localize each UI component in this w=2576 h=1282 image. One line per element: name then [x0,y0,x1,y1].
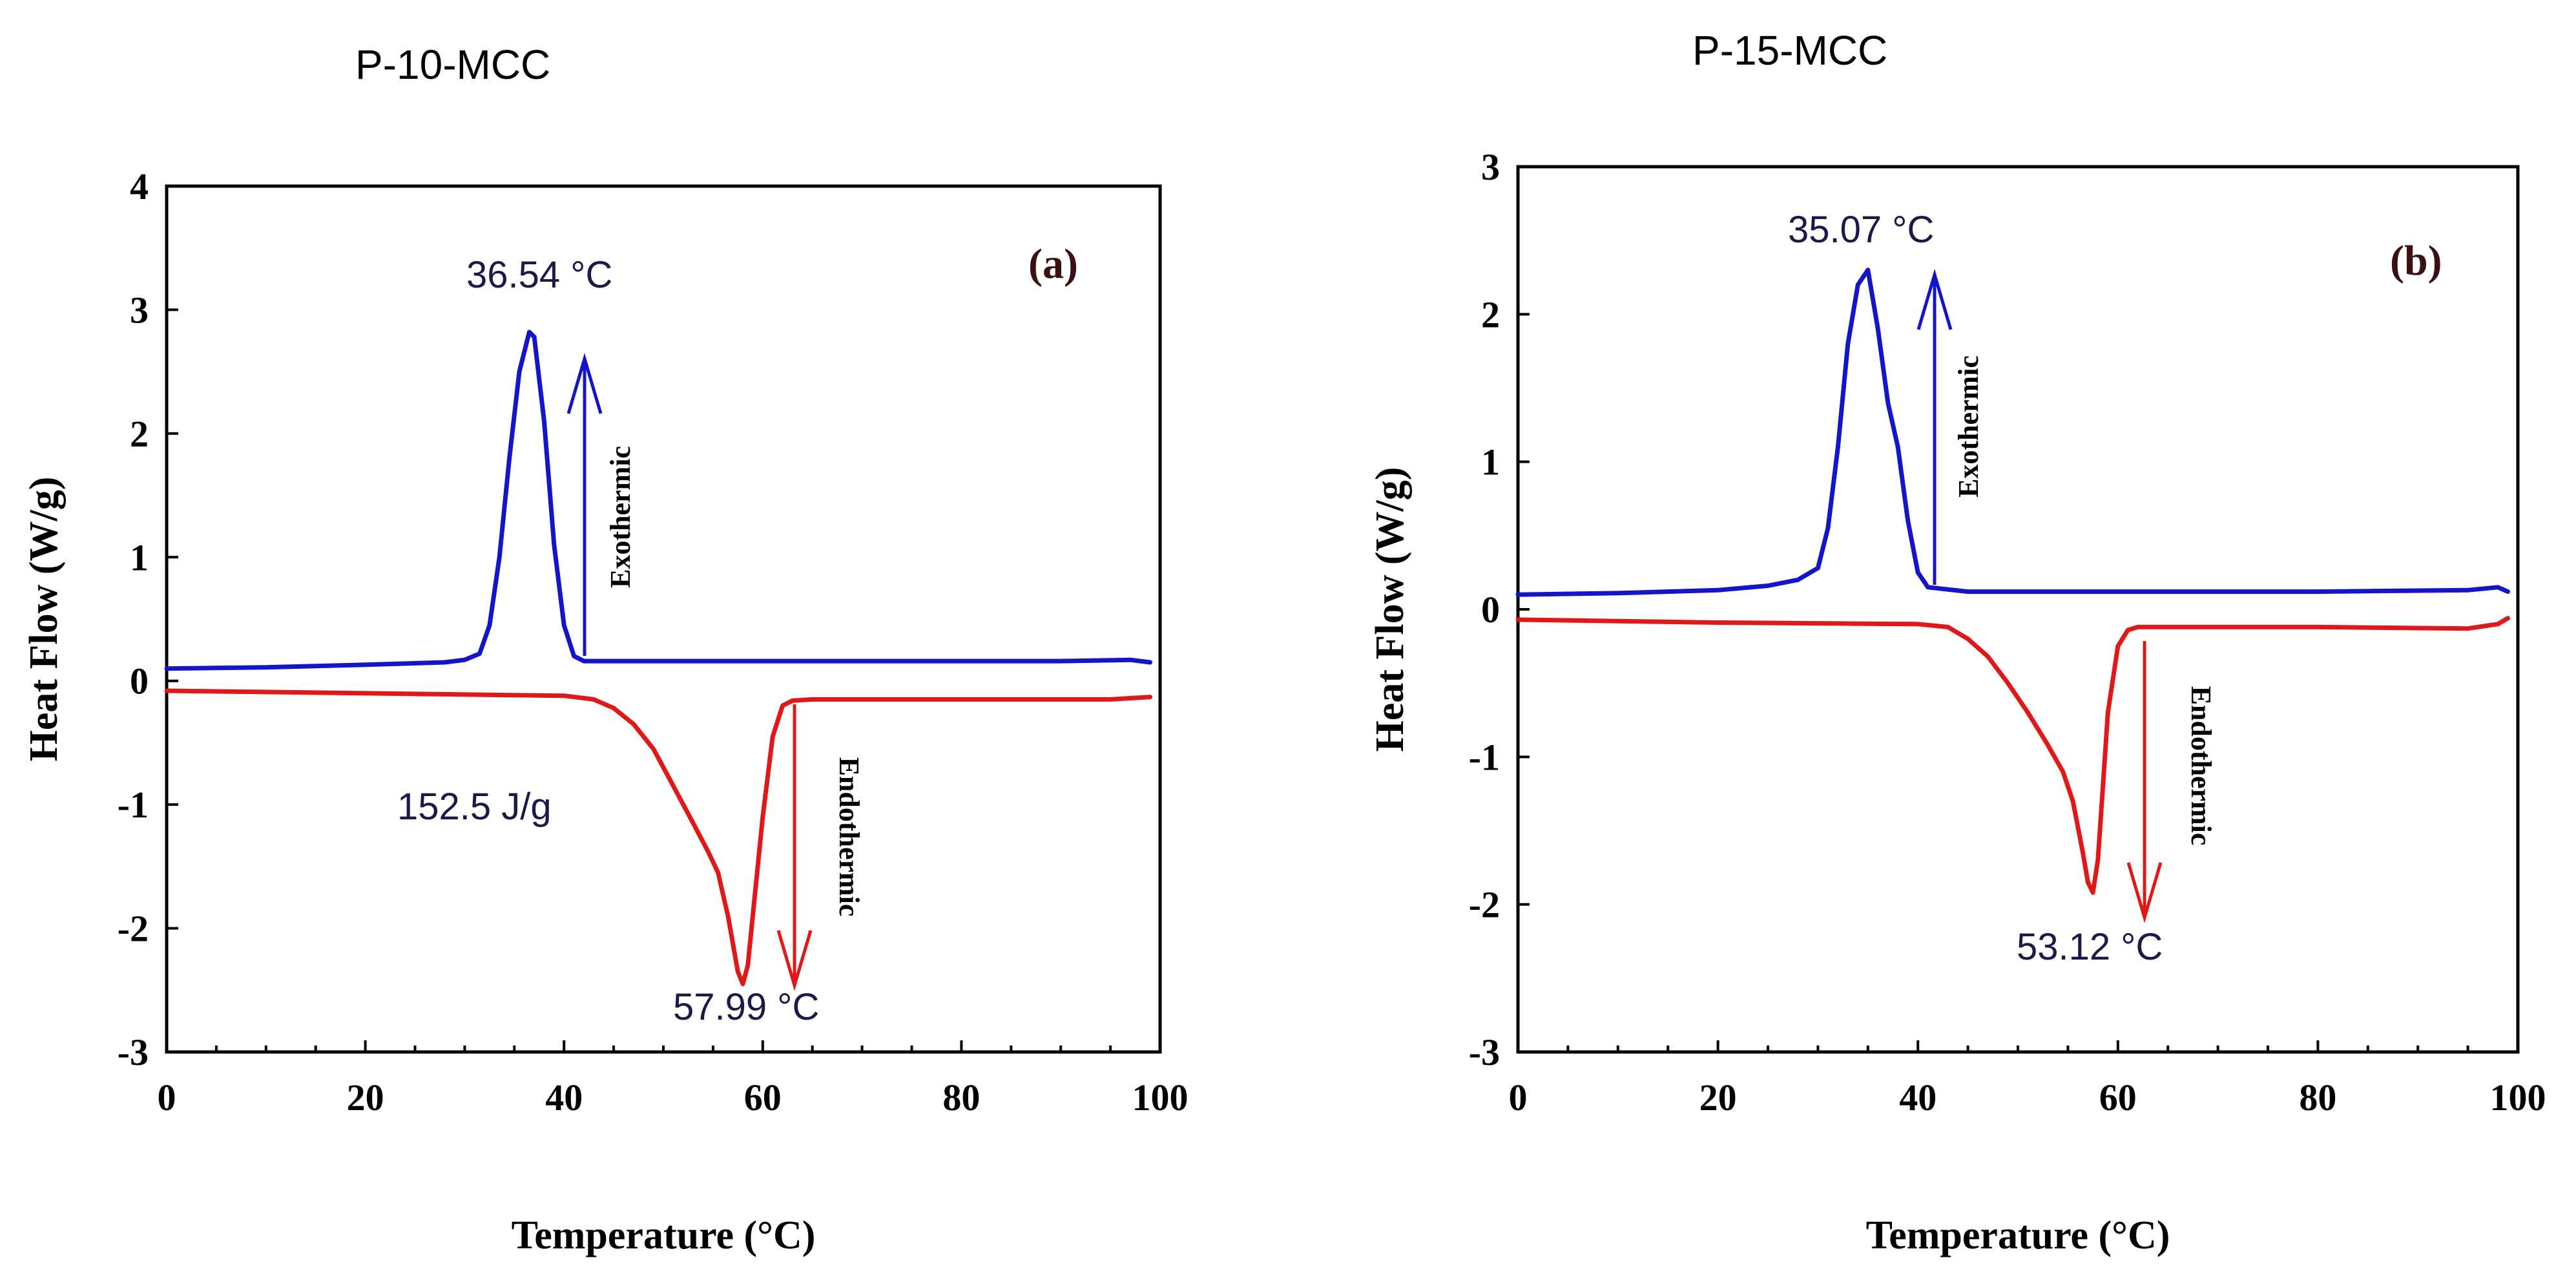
y-tick-label: -1 [1469,736,1500,778]
y-tick-label: -3 [118,1031,149,1073]
panel-b-exothermic-label: Exothermic [1953,355,1984,498]
x-tick-label: 100 [1132,1077,1189,1119]
panel-b-exothermic-arrow [1916,269,1953,585]
panel-a-x-axis-title: Temperature (°C) [512,1214,816,1257]
x-tick-label: 60 [2099,1077,2137,1119]
panel-a-chart: P-10-MCC -3 -2 -1 0 1 2 3 4 0 20 40 60 80 100 Temper… [22,41,1189,1257]
panel-a-endothermic-arrow [776,704,813,991]
panel-a-y-ticks: -3 -2 -1 0 1 2 3 4 [118,165,178,1073]
x-tick-label: 0 [158,1077,176,1119]
panel-a-exothermic-arrow [566,353,603,656]
panel-b-x-ticks: 0 20 40 60 80 100 [1509,1040,2546,1119]
panel-a-exo-peak-label: 36.54 °C [466,254,612,296]
y-tick-label: 3 [1481,146,1500,188]
y-tick-label: 2 [130,413,149,455]
panel-a-letter: (a) [1028,240,1078,288]
panel-b-endothermic-arrow [2126,641,2163,923]
x-tick-label: 80 [2299,1077,2336,1119]
panel-b-x-axis-title: Temperature (°C) [1866,1214,2170,1257]
panel-a-exothermic-curve [164,330,1153,671]
y-tick-label: 0 [1481,589,1500,631]
panel-a-endothermic-curve [164,688,1153,987]
panel-b-letter: (b) [2390,237,2442,284]
x-tick-label: 100 [2490,1077,2546,1119]
y-tick-label: 2 [1481,293,1500,335]
x-tick-label: 0 [1509,1077,1528,1119]
panel-b-plot-frame [1516,165,2520,1054]
y-tick-label: -1 [118,784,149,826]
y-tick-label: 4 [130,165,149,207]
panel-a-plot-frame [165,184,1162,1054]
panel-b-y-ticks: -3 -2 -1 0 1 2 3 [1469,146,1530,1073]
panel-b-title: P-15-MCC [1692,27,1887,74]
y-tick-label: 0 [130,660,149,702]
panel-b-y-axis-title: Heat Flow (W/g) [1368,467,1412,752]
panel-b-endothermic-curve [1515,616,2510,895]
panel-b-exo-peak-label: 35.07 °C [1788,209,1934,251]
panel-a-endo-peak-label: 57.99 °C [673,986,819,1028]
y-tick-label: 1 [1481,441,1500,483]
panel-a-y-axis-title: Heat Flow (W/g) [22,477,66,762]
panel-b-chart: P-15-MCC -3 -2 -1 0 1 2 3 0 20 40 60 80 100 Tempera… [1368,27,2546,1257]
panel-a-title: P-10-MCC [355,41,550,88]
panel-b-endothermic-label: Endothermic [2185,686,2217,846]
x-tick-label: 60 [744,1077,782,1119]
y-tick-label: -2 [1469,884,1500,926]
panel-a-enthalpy-label: 152.5 J/g [397,786,552,828]
panel-a-x-ticks: 0 20 40 60 80 100 [158,1040,1189,1119]
x-tick-label: 40 [545,1077,583,1119]
x-tick-label: 20 [347,1077,384,1119]
panel-b-exothermic-curve [1515,268,2510,597]
x-tick-label: 20 [1699,1077,1737,1119]
y-tick-label: 1 [130,536,149,578]
x-tick-label: 40 [1899,1077,1937,1119]
panel-a-exothermic-label: Exothermic [605,446,636,588]
panel-b-endo-peak-label: 53.12 °C [2017,926,2163,968]
y-tick-label: 3 [130,289,149,331]
y-tick-label: -3 [1469,1031,1500,1073]
y-tick-label: -2 [118,908,149,950]
panel-a-endothermic-label: Endothermic [833,757,865,917]
x-tick-label: 80 [942,1077,980,1119]
